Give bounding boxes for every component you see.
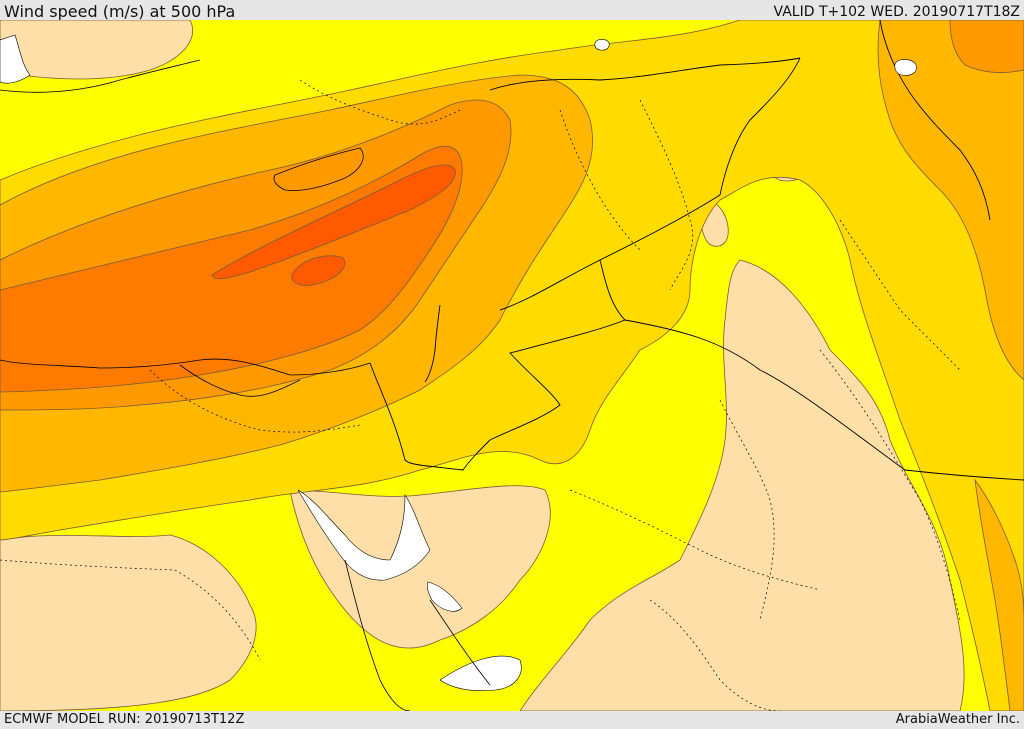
band-highest-streak: [211, 164, 456, 280]
province-line-h: [299, 79, 461, 125]
map-title: Wind speed (m/s) at 500 hPa: [4, 2, 236, 21]
province-line-j: [149, 369, 361, 433]
province-line-e: [569, 489, 821, 591]
province-lines: [0, 79, 961, 711]
model-run-label: ECMWF MODEL RUN: 20190713T12Z: [4, 712, 245, 727]
wind-speed-map: [0, 20, 1024, 711]
sea-patch-northwest: [0, 34, 31, 84]
lake-tuz: [594, 39, 610, 51]
coast-cyprus: [273, 147, 364, 191]
border-turkey-syria: [489, 57, 801, 91]
band-lowest-sinai: [289, 485, 551, 649]
coast-red-sea-east: [429, 599, 491, 686]
band-lowest-arabia: [519, 259, 965, 711]
border-syria-iraq: [719, 57, 801, 196]
province-line-g: [174, 569, 261, 661]
lake-van: [894, 59, 917, 76]
border-egypt-israel: [369, 362, 491, 471]
country-borders: [369, 20, 1024, 481]
band-lowest-west: [0, 534, 257, 711]
province-line-k: [649, 599, 781, 711]
province-line-c: [719, 399, 775, 621]
band-highest-blob: [291, 255, 346, 286]
credit-label: ArabiaWeather Inc.: [895, 712, 1020, 727]
coast-nile-delta: [179, 364, 301, 397]
border-saudi-iraq: [624, 319, 1024, 481]
coast-mediterranean-south: [0, 358, 371, 376]
band-mid-northeast: [877, 20, 1024, 381]
border-iran-iraq: [879, 20, 991, 221]
map-canvas: [0, 20, 1024, 711]
province-line-i: [839, 219, 961, 371]
sea-patch-suez: [297, 489, 431, 581]
border-levant-coast: [424, 304, 441, 383]
sea-patch-aqaba: [426, 581, 463, 612]
band-mid-high-northeast: [949, 20, 1024, 73]
header-bar: Wind speed (m/s) at 500 hPa VALID T+102 …: [0, 0, 1024, 22]
province-line-b: [559, 109, 641, 251]
border-jordan-saudi: [489, 259, 626, 441]
footer-bar: ECMWF MODEL RUN: 20190713T12Z ArabiaWeat…: [0, 711, 1024, 729]
band-lowest-turkey: [0, 20, 193, 80]
coast-turkey-south: [0, 59, 201, 93]
coast-red-sea-west: [344, 559, 411, 711]
valid-time-label: VALID T+102 WED. 20190717T18Z: [773, 4, 1020, 20]
province-line-f: [0, 559, 176, 571]
border-iraq-jordan: [499, 194, 721, 311]
province-line-d: [819, 349, 961, 621]
province-line-a: [639, 99, 694, 291]
band-mid-southeast: [974, 478, 1024, 711]
coastlines: [0, 59, 491, 711]
